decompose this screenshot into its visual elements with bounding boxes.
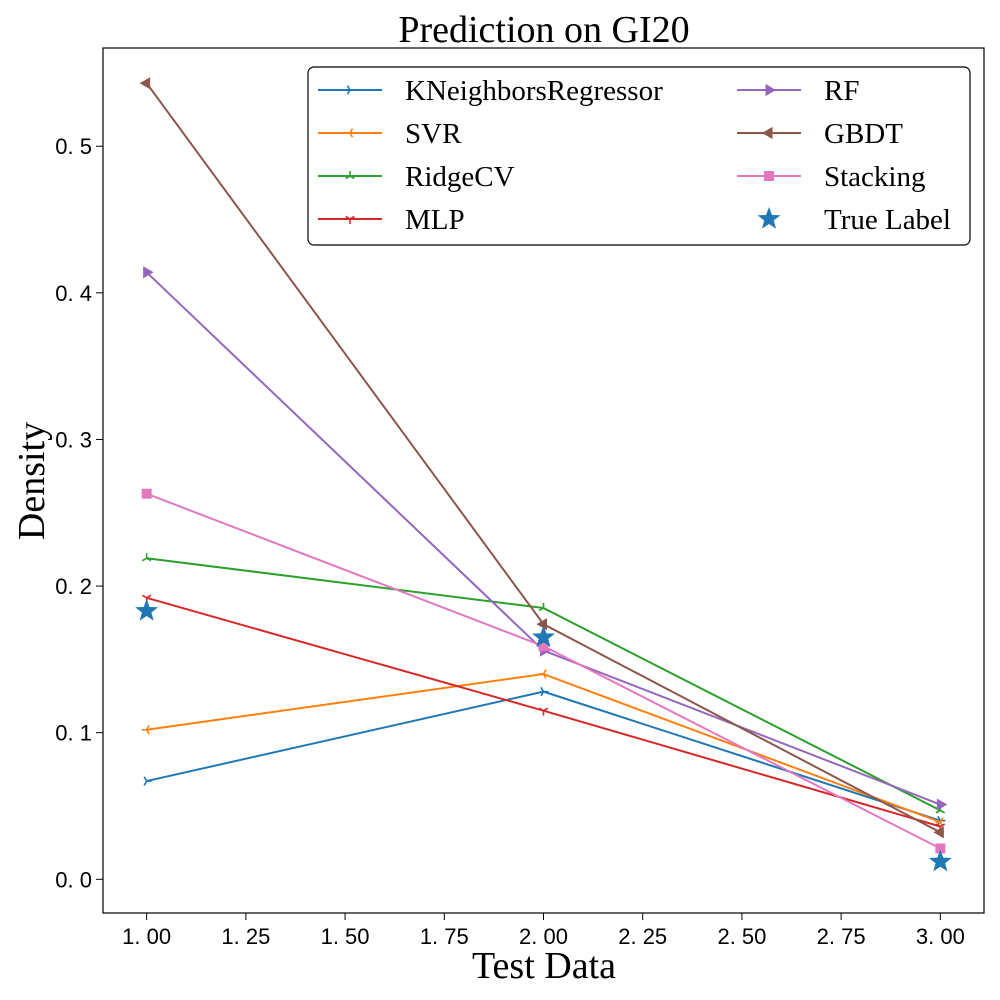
legend-label: RF [824,75,859,107]
legend-item-ridgecv: RidgeCV [318,161,515,193]
plot-area [135,77,952,872]
x-tick-label: 1. 50 [321,924,370,949]
series-kneighborsregressor [143,686,946,826]
y-tick-label: 0. 4 [55,281,92,306]
legend-item-svr: SVR [318,118,462,150]
data-point-stacking [538,641,549,652]
legend-label: SVR [405,118,462,150]
y-tick-label: 0. 1 [55,721,92,746]
series-ridgecv [141,553,946,814]
series-svr [141,669,944,827]
legend-item-gbdt: GBDT [737,118,903,150]
legend-item-rf: RF [737,75,859,107]
series-true-label [135,598,952,872]
data-point-stacking [935,843,946,854]
x-tick-label: 2. 00 [519,924,568,949]
series-line-stacking [146,492,941,850]
data-point-kneighborsregressor [540,686,549,697]
data-point-rf [143,266,154,279]
legend-marker [764,171,774,181]
legend-label: True Label [824,204,951,236]
true-label-star-icon [532,625,555,648]
legend-label: RidgeCV [405,161,515,193]
series-line-svr [146,673,941,824]
legend: KNeighborsRegressor SVR RidgeCV MLP RF GBDT St… [307,66,971,246]
y-tick-label: 0. 3 [55,427,92,452]
data-point-svr [538,669,547,679]
data-point-kneighborsregressor [143,776,152,786]
legend-marker [346,85,355,95]
true-label-star-icon [928,849,952,872]
y-tick-label: 0. 0 [55,867,92,892]
x-axis-label: Test Data [472,945,616,987]
data-point-ridgecv [538,603,549,612]
x-tick-label: 1. 75 [420,924,469,949]
x-tick-label: 2. 25 [618,924,667,949]
legend-label: GBDT [824,118,903,150]
x-tick-label: 1. 00 [122,924,171,949]
data-point-rf [936,798,948,811]
series-line-ridgecv [146,557,941,812]
x-tick-label: 2. 50 [717,924,766,949]
legend-marker [345,171,355,180]
legend-marker [345,215,355,224]
data-point-stacking [141,488,152,499]
star-icon [757,207,781,229]
x-axis: 1. 00 1. 25 1. 50 1. 75 2. 00 2. 25 2. 50 2. 75… [122,913,965,949]
y-tick-label: 0. 2 [55,574,92,599]
legend-label: KNeighborsRegressor [405,75,663,107]
data-point-gbdt [139,77,151,90]
legend-marker [345,128,354,138]
legend-item-kneighborsregressor: KNeighborsRegressor [318,75,663,107]
legend-box [307,66,971,246]
legend-item-mlp: MLP [318,204,465,236]
series-gbdt [139,77,944,839]
y-axis: 0. 0 0. 1 0. 2 0. 3 0. 4 0. 5 [55,134,103,892]
true-label-star-icon [135,598,159,621]
chart-title: Prediction on GI20 [398,9,689,51]
y-axis-label: Density [11,422,53,540]
legend-label: Stacking [824,161,926,193]
x-tick-label: 3. 00 [916,924,965,949]
data-point-ridgecv [141,553,152,562]
x-tick-label: 1. 25 [221,924,270,949]
y-tick-label: 0. 5 [55,134,92,159]
series-stacking [141,488,946,854]
data-point-gbdt [933,826,944,839]
legend-marker [765,83,776,97]
x-tick-label: 2. 75 [817,924,866,949]
data-point-gbdt [536,618,547,631]
legend-marker [762,126,773,140]
data-point-mlp [538,707,549,716]
data-point-svr [141,725,150,735]
legend-label: MLP [405,204,465,236]
legend-item-stacking: Stacking [737,161,926,193]
legend-item-true-label: True Label [757,204,951,236]
